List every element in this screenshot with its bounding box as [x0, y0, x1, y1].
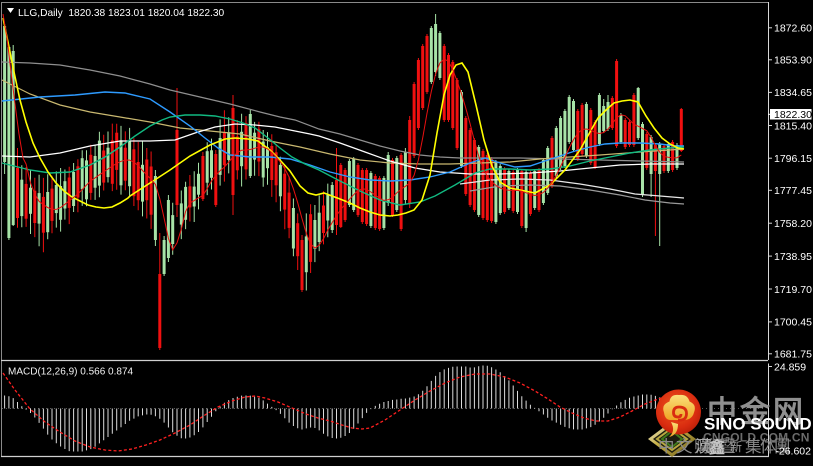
svg-text:LLG,Daily 1820.38 1823.01 182: LLG,Daily 1820.38 1823.01 1820.04 1822.3…: [18, 8, 225, 19]
svg-text:1681.75: 1681.75: [774, 349, 812, 361]
svg-text:1853.90: 1853.90: [774, 55, 812, 67]
svg-text:中金网: 中金网: [707, 395, 806, 429]
svg-text:1700.45: 1700.45: [774, 317, 812, 329]
svg-text:1796.15: 1796.15: [774, 153, 812, 165]
svg-text:1872.60: 1872.60: [774, 23, 812, 35]
svg-text:1777.45: 1777.45: [774, 185, 812, 197]
svg-text:鑫: 鑫: [708, 438, 725, 457]
svg-text:1719.70: 1719.70: [774, 284, 812, 296]
svg-text:1738.95: 1738.95: [774, 251, 812, 263]
svg-text:漢: 漢: [695, 437, 712, 456]
svg-text:SINO SOUND: SINO SOUND: [704, 415, 812, 434]
svg-text:CNGOLD.COM.CN: CNGOLD.COM.CN: [703, 431, 810, 445]
svg-text:1834.65: 1834.65: [774, 87, 812, 99]
svg-text:MACD(12,26,9) 0.566 0.874: MACD(12,26,9) 0.566 0.874: [8, 367, 134, 378]
svg-text:1758.20: 1758.20: [774, 218, 812, 230]
svg-text:24.859: 24.859: [774, 361, 806, 373]
svg-text:1822.30: 1822.30: [774, 109, 812, 121]
svg-text:1815.40: 1815.40: [774, 120, 812, 132]
svg-text:-26.602: -26.602: [775, 446, 811, 458]
svg-text:新: 新: [730, 439, 742, 454]
